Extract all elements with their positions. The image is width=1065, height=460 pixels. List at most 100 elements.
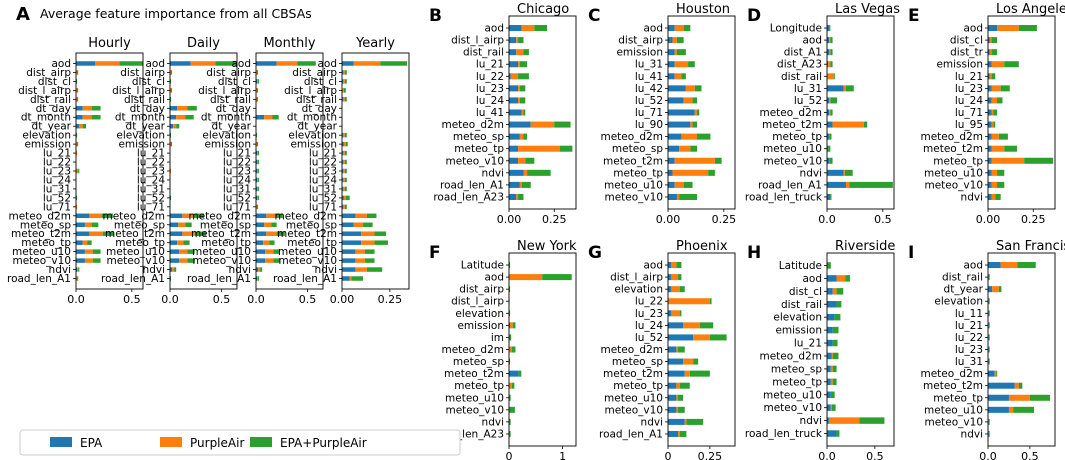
bar-EPA+PurpleAir [688,61,695,68]
bar-PurpleAir [257,159,259,165]
bar-PurpleAir [79,123,83,129]
bar-PurpleAir [991,181,998,188]
bar-EPA [256,258,266,263]
category-label: meteo_t2m [277,228,337,240]
category-label: meteo_u10 [278,246,337,258]
x-tick-label: 0.5 [874,213,892,226]
panel-letter-a: A [16,4,30,25]
bar-PurpleAir [671,310,680,317]
bar-EPA+PurpleAir [829,25,831,32]
x-tick-label: 0.5 [866,450,884,460]
category-label: lu_42 [635,83,663,95]
category-label: dt_year [298,121,338,133]
panel-title: Los Angeles [996,2,1065,17]
bar-EPA [170,115,177,120]
category-label: meteo_sp [114,219,165,231]
bar-EPA [668,169,673,176]
x-tick-label: 0.0 [247,293,265,306]
bar-EPA+PurpleAir [694,85,702,92]
bar-EPA [668,97,684,104]
bar-EPA+PurpleAir [297,61,316,66]
bar-EPA+PurpleAir [991,49,998,56]
category-label: ndvi [49,264,71,276]
category-label: meteo_t2m [191,228,251,240]
bar-EPA+PurpleAir [995,193,1001,200]
bar-EPA+PurpleAir [832,365,837,373]
x-tick-label: 0.5 [123,293,141,306]
x-tick-label: 0 [665,450,672,460]
category-label: meteo_tp [613,380,663,392]
bar-PurpleAir [342,168,345,174]
bar-EPA [988,37,990,44]
category-label: meteo_tp [933,392,983,404]
bar-PurpleAir [519,133,524,140]
bar-EPA+PurpleAir [258,150,260,156]
category-label: elevation [773,312,822,324]
bar-EPA [76,115,83,120]
bar-PurpleAir [77,267,79,272]
bar-EPA+PurpleAir [345,195,350,201]
bar-PurpleAir [257,168,259,174]
bar-EPA+PurpleAir [170,195,172,201]
bar-EPA [170,249,180,254]
bar-EPA [76,123,80,129]
bar-EPA+PurpleAir [185,115,194,120]
bar-EPA+PurpleAir [344,159,347,165]
bar-EPA+PurpleAir [699,322,714,329]
bar-EPA [256,213,267,219]
bar-EPA+PurpleAir [1024,157,1054,164]
bar-EPA [827,85,844,92]
bar-EPA+PurpleAir [1004,145,1017,152]
bar-EPA+PurpleAir [828,145,831,152]
bar-EPA+PurpleAir [859,417,885,424]
bar-PurpleAir [997,25,1019,32]
bar-EPA [988,121,992,128]
bar-EPA+PurpleAir [683,181,693,188]
category-label: road_len_A1 [273,273,337,285]
category-label: meteo_tp [21,237,71,249]
category-label: dt_year [944,284,984,296]
bar-PurpleAir [830,365,833,373]
bar-PurpleAir [516,193,519,200]
category-label: Longitude [770,23,822,35]
bar-EPA+PurpleAir [91,106,101,111]
bar-PurpleAir [342,132,345,138]
bar-EPA [668,358,684,365]
bar-PurpleAir [509,382,512,389]
bar-EPA [509,133,520,140]
category-label: meteo_d2m [759,350,822,362]
category-label: lu_71 [635,107,663,119]
category-label: meteo_u10 [445,392,504,404]
bar-PurpleAir [182,213,194,219]
panel-title: New York [517,239,577,254]
bar-EPA+PurpleAir [1029,394,1050,401]
category-label: meteo_d2m [600,344,663,356]
x-tick-label: 0.5 [1021,450,1039,460]
bar-PurpleAir [76,168,79,174]
bar-EPA+PurpleAir [271,222,277,227]
bar-EPA+PurpleAir [366,267,383,272]
bar-EPA+PurpleAir [679,193,698,200]
panel-letter: D [747,6,761,26]
bar-EPA+PurpleAir [76,132,78,138]
legend-swatch [50,437,72,447]
category-label: road_len_A1 [440,179,504,191]
bar-EPA+PurpleAir [82,123,87,129]
bar-EPA [170,240,178,245]
legend-label: EPA [80,436,103,450]
bar-EPA [509,157,519,164]
bar-EPA [256,276,258,281]
bar-EPA [988,382,1015,389]
category-label: dt_day [216,103,251,115]
category-label: meteo_tp [613,167,663,179]
bar-EPA+PurpleAir [344,204,347,210]
panel-7: D Las Vegas Longitudeaoddist_A1dist_A23dis… [745,2,900,226]
bar-EPA [76,258,85,263]
bar-PurpleAir [671,262,677,269]
bar-EPA [827,181,846,188]
bar-EPA+PurpleAir [525,157,535,164]
category-label: dt_year [32,121,72,133]
bar-PurpleAir [829,49,831,56]
bar-PurpleAir [674,49,677,56]
bar-EPA [170,222,179,227]
